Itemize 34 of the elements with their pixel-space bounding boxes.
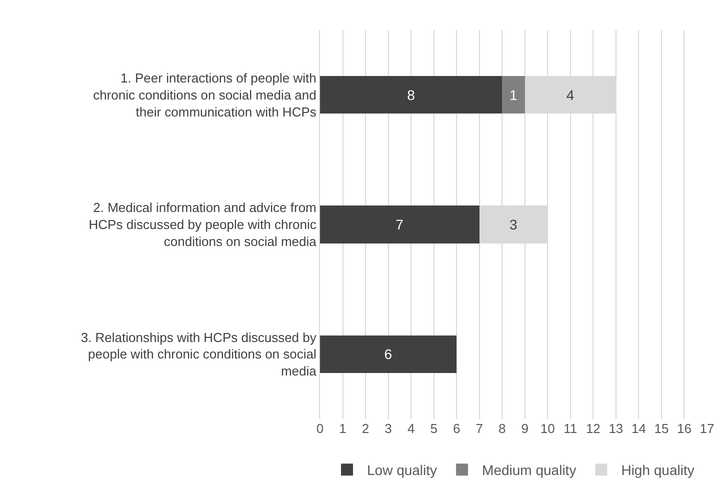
legend-label: Medium quality bbox=[482, 462, 576, 478]
data-label: 6 bbox=[384, 346, 392, 362]
x-tick-label: 13 bbox=[608, 421, 624, 436]
legend-label: High quality bbox=[621, 462, 694, 478]
legend-label: Low quality bbox=[367, 462, 438, 478]
y-tick-label: 3. Relationships with HCPs discussed by people with chronic conditions on social media bbox=[80, 330, 318, 379]
x-tick-label: 17 bbox=[700, 421, 714, 436]
x-tick-label: 0 bbox=[316, 421, 324, 436]
x-tick-label: 9 bbox=[521, 421, 528, 436]
x-tick-label: 1 bbox=[339, 421, 346, 436]
bar bbox=[502, 76, 525, 114]
x-tick-label: 5 bbox=[430, 421, 438, 436]
bar bbox=[320, 335, 457, 373]
x-tick-label: 8 bbox=[498, 421, 506, 436]
x-tick-label: 16 bbox=[677, 421, 692, 436]
data-label: 3 bbox=[510, 216, 518, 232]
x-tick-label: 7 bbox=[476, 421, 483, 436]
data-label: 4 bbox=[566, 86, 574, 103]
x-tick-label: 3 bbox=[384, 421, 392, 436]
x-tick-label: 10 bbox=[540, 421, 555, 436]
data-label: 7 bbox=[396, 216, 404, 232]
x-tick-label: 2 bbox=[362, 421, 370, 436]
x-tick-label: 15 bbox=[654, 421, 669, 436]
x-tick-label: 12 bbox=[586, 421, 600, 436]
data-label: 8 bbox=[407, 86, 416, 103]
x-tick-label: 14 bbox=[631, 421, 646, 436]
y-tick-label: 1. Peer interactions of people with chronic conditions on social media and their communication with HCPs bbox=[93, 70, 317, 120]
y-tick-label: 2. Medical information and advice from HCPs discussed by people with chronic conditions on social media bbox=[88, 200, 318, 249]
data-label: 1 bbox=[510, 86, 518, 103]
bar bbox=[320, 76, 502, 114]
x-tick-label: 4 bbox=[407, 421, 415, 436]
bar bbox=[320, 206, 480, 244]
x-tick-label: 11 bbox=[564, 421, 578, 436]
x-tick-label: 6 bbox=[452, 421, 460, 436]
